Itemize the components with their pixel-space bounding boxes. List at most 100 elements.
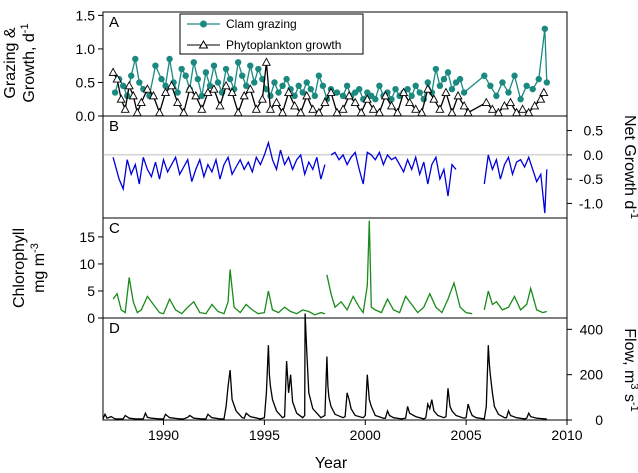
clam-grazing-point bbox=[408, 92, 415, 100]
y-tick-label: 0 bbox=[87, 310, 95, 326]
legend-frame bbox=[179, 13, 364, 55]
clam-grazing-point bbox=[243, 82, 250, 90]
phytoplankton-growth-point bbox=[173, 97, 183, 107]
y-tick-label: 1.0 bbox=[76, 41, 96, 57]
phytoplankton-growth-point bbox=[257, 94, 267, 103]
clam-grazing-point bbox=[182, 72, 189, 79]
phytoplankton-growth-point bbox=[284, 87, 294, 96]
clam-grazing-point bbox=[178, 65, 185, 73]
clam-grazing-point bbox=[271, 79, 278, 86]
phytoplankton-growth-point bbox=[487, 104, 497, 113]
x-tick-label: 1995 bbox=[249, 427, 280, 443]
phytoplankton-growth-point bbox=[116, 94, 126, 103]
y-axis-label-b: Net Growth d-1 bbox=[621, 115, 638, 219]
clam-grazing-point bbox=[162, 82, 169, 90]
clam-grazing-point bbox=[239, 72, 246, 79]
y-tick-label: 0.5 bbox=[584, 123, 604, 139]
clam-grazing-point bbox=[333, 89, 341, 96]
phytoplankton-growth-point bbox=[380, 90, 390, 100]
phytoplankton-growth-point bbox=[160, 87, 171, 96]
clam-grazing-point bbox=[158, 75, 165, 83]
clam-grazing-point bbox=[543, 79, 551, 86]
clam-grazing-point bbox=[505, 89, 512, 96]
phytoplankton-growth-point bbox=[308, 104, 318, 113]
series-line-panel-b-0-2 bbox=[483, 154, 548, 214]
clam-grazing-point bbox=[202, 69, 210, 76]
y-tick-label: 5 bbox=[87, 283, 95, 299]
clam-grazing-point bbox=[372, 96, 379, 103]
phytoplankton-growth-point bbox=[132, 107, 142, 117]
y-axis-label-c-line2: mg m-3 bbox=[29, 243, 48, 293]
clam-grazing-point bbox=[432, 65, 440, 73]
y-axis-label-b-sup: -1 bbox=[628, 209, 638, 219]
x-tick-label: 2000 bbox=[350, 427, 381, 443]
phytoplankton-growth-point bbox=[277, 107, 288, 117]
clam-grazing-point bbox=[339, 92, 347, 100]
phytoplankton-growth-point bbox=[481, 97, 491, 107]
clam-grazing-point bbox=[376, 82, 383, 90]
phytoplankton-growth-point bbox=[167, 80, 177, 90]
clam-grazing-point bbox=[424, 79, 431, 86]
phytoplankton-growth-point bbox=[459, 100, 469, 110]
panel-label-d: D bbox=[109, 320, 120, 337]
phytoplankton-growth-point bbox=[530, 100, 540, 110]
phytoplankton-growth-point bbox=[239, 90, 249, 100]
y-axis-label-d-sup1: 3 bbox=[628, 383, 638, 389]
phytoplankton-growth-point bbox=[405, 97, 415, 107]
clam-grazing-point bbox=[194, 75, 202, 83]
clam-grazing-point bbox=[136, 79, 143, 86]
clam-grazing-point bbox=[111, 89, 119, 96]
phytoplankton-growth-point bbox=[518, 104, 528, 113]
clam-grazing-point bbox=[456, 75, 464, 83]
phytoplankton-growth-point bbox=[227, 87, 237, 96]
phytoplankton-growth-point bbox=[362, 94, 372, 103]
clam-grazing-point bbox=[307, 85, 314, 93]
phytoplankton-growth-point bbox=[179, 107, 189, 117]
phytoplankton-growth-point bbox=[505, 97, 516, 107]
phytoplankton-growth-point bbox=[536, 94, 546, 103]
phytoplankton-growth-point bbox=[356, 107, 366, 117]
clam-grazing-point bbox=[440, 75, 448, 83]
y-axis-label-c-sup: -3 bbox=[29, 243, 41, 253]
clam-grazing-point bbox=[222, 65, 230, 73]
phytoplankton-growth-point bbox=[447, 107, 457, 117]
phytoplankton-growth-point bbox=[539, 87, 549, 96]
phytoplankton-growth-point bbox=[271, 97, 282, 107]
series-line-panel-c-0-1 bbox=[326, 220, 473, 315]
clam-grazing-point bbox=[487, 82, 494, 90]
phytoplankton-growth-point bbox=[261, 57, 271, 66]
legend-phyto-marker bbox=[198, 39, 209, 49]
clam-grazing-point bbox=[206, 82, 214, 90]
phytoplankton-growth-point bbox=[441, 87, 451, 96]
y-tick-label: 0.0 bbox=[76, 108, 96, 124]
panel-d-flow: 0 200 400 1990 1995 2000 2005 2010 D Flow, m3 … bbox=[102, 313, 638, 472]
clam-grazing-point bbox=[448, 85, 456, 93]
y-axis-label-d-sup2: -1 bbox=[628, 402, 638, 412]
y-tick-label: 15 bbox=[79, 229, 95, 245]
clam-grazing-point bbox=[517, 96, 524, 103]
clam-grazing-point bbox=[279, 82, 286, 90]
clam-grazing-point bbox=[315, 72, 323, 79]
clam-grazing-point bbox=[251, 79, 258, 86]
clam-grazing-point bbox=[499, 79, 506, 86]
series-line-panel-c-0-2 bbox=[483, 285, 547, 314]
y-tick-label: 0.0 bbox=[584, 147, 604, 163]
phytoplankton-growth-point bbox=[344, 90, 354, 100]
clam-grazing-point bbox=[535, 75, 542, 83]
phytoplankton-growth-point bbox=[368, 104, 378, 113]
phytoplankton-growth-point bbox=[411, 104, 421, 113]
phytoplankton-growth-point bbox=[185, 84, 195, 93]
y-tick-label: 200 bbox=[580, 367, 604, 383]
clam-grazing-point bbox=[493, 92, 500, 100]
phytoplankton-growth-point bbox=[435, 104, 445, 113]
clam-grazing-point bbox=[166, 55, 173, 63]
phytoplankton-growth-point bbox=[429, 94, 439, 103]
clam-grazing-point bbox=[416, 89, 423, 96]
panel-label-b: B bbox=[109, 118, 119, 135]
phytoplankton-growth-point bbox=[302, 90, 312, 100]
clam-grazing-point bbox=[319, 82, 327, 90]
panel-label-c: C bbox=[109, 220, 120, 237]
clam-grazing-point bbox=[436, 82, 444, 90]
phytoplankton-growth-point bbox=[233, 107, 243, 117]
phytoplankton-growth-point bbox=[326, 87, 336, 96]
